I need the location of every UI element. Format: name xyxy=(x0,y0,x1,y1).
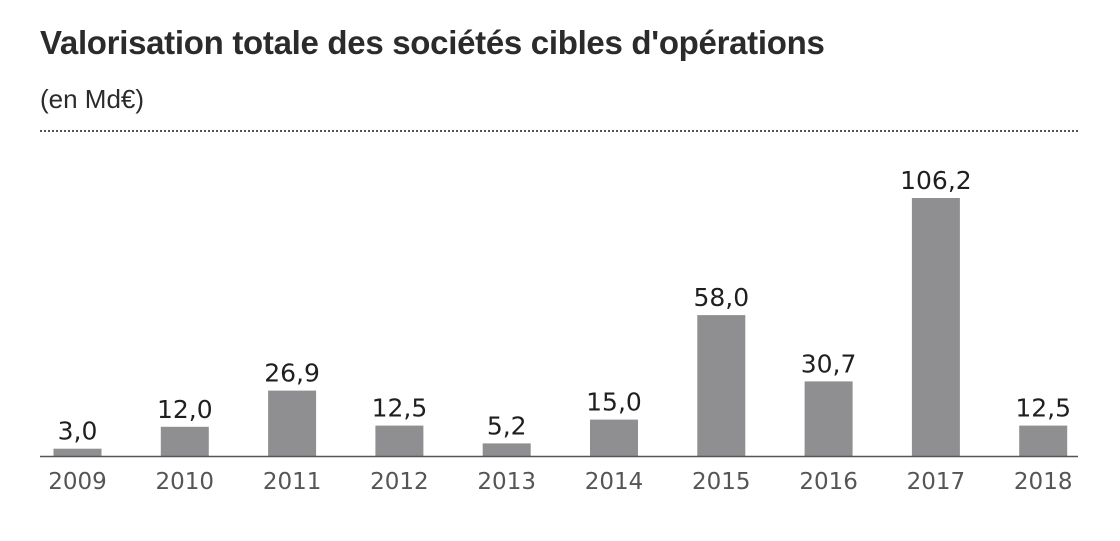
x-tick-label-2015: 2015 xyxy=(692,469,751,495)
value-label-2015: 58,0 xyxy=(693,283,749,312)
chart-subtitle: (en Md€) xyxy=(40,84,145,114)
x-tick-label-2017: 2017 xyxy=(907,469,966,495)
value-label-2016: 30,7 xyxy=(801,349,857,378)
chart-title: Valorisation totale des sociétés cibles … xyxy=(40,24,825,61)
title-divider xyxy=(40,130,1078,132)
bar-2010 xyxy=(160,426,209,456)
x-tick-labels-group: 2009 2010 2011 2012 2013 2014 2015 2016 2017 2018 xyxy=(48,469,1072,495)
bar-2012 xyxy=(375,425,424,456)
value-label-2014: 15,0 xyxy=(586,388,642,417)
value-label-2010: 12,0 xyxy=(157,395,213,424)
x-tick-label-2018: 2018 xyxy=(1014,469,1073,495)
bar-2016 xyxy=(804,381,853,456)
bars-group xyxy=(53,198,1068,456)
value-label-2009: 3,0 xyxy=(58,417,98,446)
x-tick-label-2010: 2010 xyxy=(156,469,215,495)
value-label-2018: 12,5 xyxy=(1015,394,1071,423)
bar-2011 xyxy=(268,390,317,456)
x-tick-label-2011: 2011 xyxy=(263,469,322,495)
value-labels-group: 3,0 12,0 26,9 12,5 5,2 15,0 58,0 30,7 106,2 12,5 xyxy=(58,166,1071,446)
value-label-2012: 12,5 xyxy=(372,394,428,423)
bar-2017 xyxy=(911,198,960,456)
bar-2018 xyxy=(1019,425,1068,456)
x-tick-label-2013: 2013 xyxy=(477,469,536,495)
value-label-2011: 26,9 xyxy=(264,359,320,388)
x-tick-label-2014: 2014 xyxy=(585,469,644,495)
x-tick-label-2016: 2016 xyxy=(799,469,858,495)
bar-2013 xyxy=(482,443,531,456)
bar-2014 xyxy=(590,419,638,456)
value-label-2017: 106,2 xyxy=(900,166,972,195)
x-tick-label-2009: 2009 xyxy=(48,469,107,495)
value-label-2013: 5,2 xyxy=(487,411,527,440)
x-tick-label-2012: 2012 xyxy=(370,469,429,495)
bar-2009 xyxy=(53,448,102,456)
bar-2015 xyxy=(697,315,746,456)
